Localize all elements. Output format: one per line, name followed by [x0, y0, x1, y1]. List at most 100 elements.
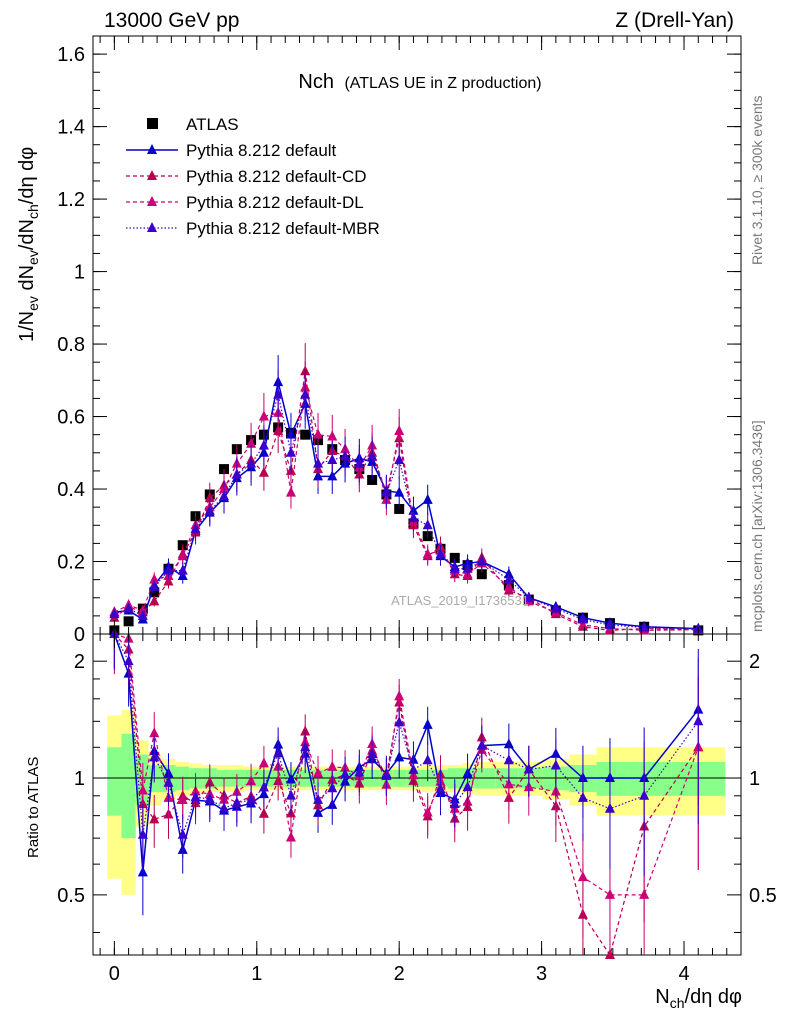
legend-label: Pythia 8.212 default-DL: [186, 193, 364, 212]
legend-marker: [147, 170, 157, 180]
data-point: [367, 450, 378, 461]
y-tick-label: 0.2: [57, 552, 85, 574]
x-tick-label: 3: [536, 963, 547, 985]
atlas-data-point: [394, 503, 405, 514]
series-4: [109, 369, 704, 876]
data-point: [327, 430, 338, 441]
data-point: [313, 457, 324, 468]
data-point: [381, 486, 392, 497]
legend-label: Pythia 8.212 default-CD: [186, 167, 367, 186]
data-point: [258, 410, 269, 421]
ratio-point: [177, 794, 188, 805]
ratio-y-tick-label-right: 2: [749, 651, 760, 673]
legend-label: Pythia 8.212 default: [186, 141, 337, 160]
y-axis-label: 1/Nev dNev/dNch/dη dφ: [16, 147, 41, 342]
ratio-point: [503, 754, 514, 765]
series-1: [109, 355, 704, 916]
data-point: [422, 493, 433, 504]
ratio-y-tick-label: 0.5: [57, 885, 85, 907]
ratio-point: [313, 793, 324, 804]
ratio-point: [300, 741, 311, 752]
ratio-point: [639, 789, 650, 800]
data-point: [258, 439, 269, 450]
ratio-point: [313, 767, 324, 778]
legend-marker: [147, 196, 157, 206]
ratio-point: [408, 763, 419, 774]
ratio-point: [422, 754, 433, 765]
ratio-point: [163, 776, 174, 787]
ratio-point: [394, 751, 405, 762]
ratio-point: [693, 715, 704, 726]
data-point: [149, 573, 160, 584]
ticks-layer: 0 0.2 0.4 0.6 0.8 1 1.2 1.4 1.6 0.5 0.5 1 1 2 2 0 1 2 3 4: [57, 35, 777, 985]
ratio-point: [258, 807, 269, 818]
data-point: [577, 613, 588, 624]
mcplots-credit: mcplots.cern.ch [arXiv:1306.3436]: [749, 420, 765, 632]
ratio-point: [273, 747, 284, 758]
ratio-point: [367, 748, 378, 759]
data-point: [435, 548, 446, 559]
green-band-bin: [627, 761, 672, 796]
chart-title: Nch: [298, 71, 334, 93]
ratio-point: [149, 751, 160, 762]
ratio-point: [327, 760, 338, 771]
data-point: [109, 608, 120, 619]
data-point: [327, 454, 338, 465]
y-tick-label: 0.8: [57, 334, 85, 356]
ratio-point: [435, 783, 446, 794]
rivet-version: Rivet 3.1.10, ≥ 300k events: [749, 95, 765, 265]
data-point: [476, 555, 487, 566]
ratio-point: [604, 802, 615, 813]
ratio-point: [246, 775, 257, 786]
ratio-point: [219, 802, 230, 813]
ratio-point: [523, 763, 534, 774]
x-axis-label: Nch/dη dφ: [655, 986, 742, 1011]
ratio-point: [190, 791, 201, 802]
data-point: [449, 562, 460, 573]
data-point: [177, 564, 188, 575]
ratio-point: [381, 769, 392, 780]
process-label: Z (Drell-Yan): [615, 9, 734, 32]
atlas-data-point: [123, 616, 134, 627]
atlas-data-point: [449, 552, 460, 563]
ratio-y-tick-label-right: 0.5: [749, 885, 777, 907]
ratio-point: [394, 690, 405, 701]
data-point: [149, 580, 160, 591]
ratio-point: [258, 757, 269, 768]
ratio-point: [354, 766, 365, 777]
data-point: [137, 604, 148, 615]
green-band-bin: [107, 747, 122, 816]
ratio-point: [285, 831, 296, 842]
ratio-point: [449, 798, 460, 809]
ratio-point: [639, 888, 650, 899]
data-point: [313, 428, 324, 439]
ratio-point: [137, 828, 148, 839]
data-point: [394, 486, 405, 497]
series-3: [109, 361, 704, 955]
legend-label: Pythia 8.212 default-MBR: [186, 219, 380, 238]
data-point: [273, 388, 284, 399]
ratio-point: [149, 813, 160, 824]
chart-subtitle: (ATLAS UE in Z production): [344, 75, 541, 92]
ratio-point: [550, 759, 561, 770]
beam-label: 13000 GeV pp: [104, 9, 239, 32]
x-tick-label: 1: [251, 963, 262, 985]
ratio-y-tick-label-right: 1: [749, 768, 760, 790]
ratio-point: [577, 791, 588, 802]
ratio-point: [246, 793, 257, 804]
x-tick-label: 4: [678, 963, 689, 985]
series-layer: [109, 343, 704, 959]
ratio-point: [204, 792, 215, 803]
data-point: [258, 466, 269, 477]
ratio-point: [137, 784, 148, 795]
y-tick-label: 1.2: [57, 189, 85, 211]
ratio-uncertainty-bands: [107, 709, 726, 895]
data-point: [190, 522, 201, 533]
data-point: [246, 437, 257, 448]
series-line: [114, 381, 699, 630]
x-tick-label: 0: [109, 963, 120, 985]
ratio-point: [462, 781, 473, 792]
ratio-point: [422, 806, 433, 817]
analysis-watermark: ATLAS_2019_I1736531: [391, 593, 529, 608]
